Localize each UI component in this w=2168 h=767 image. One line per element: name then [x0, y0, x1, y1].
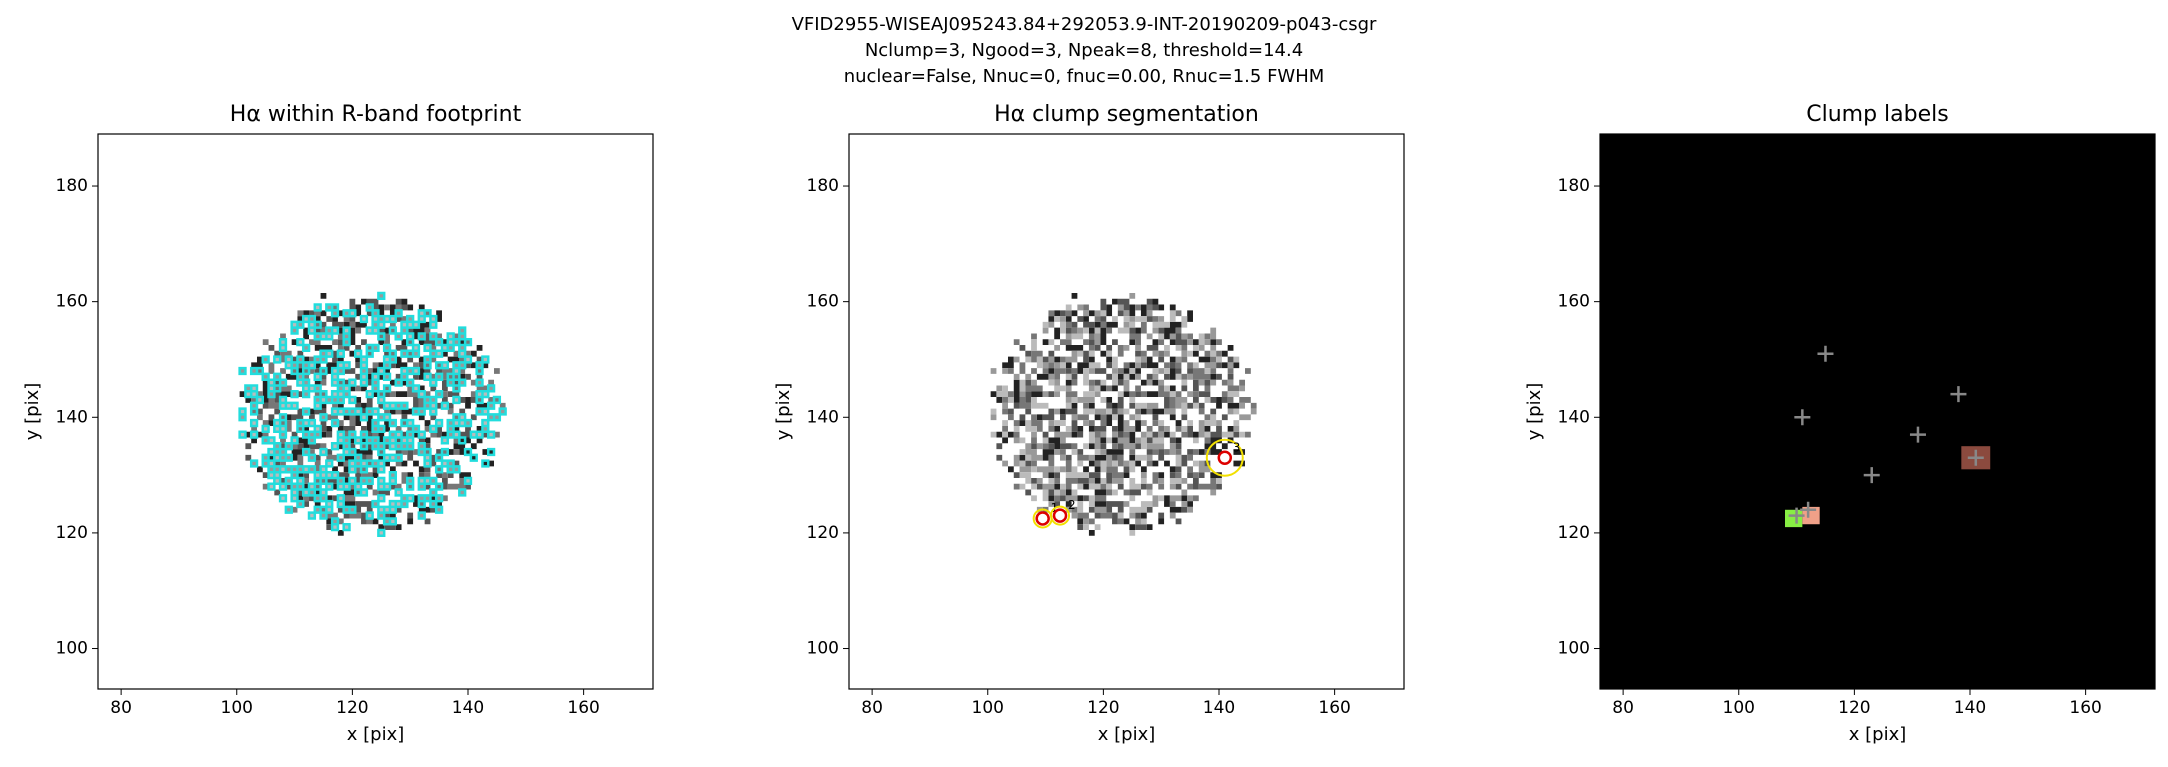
x-tick-label: 120: [336, 698, 368, 718]
y-axis-label: y [pix]: [22, 383, 43, 441]
y-tick-label: 100: [56, 639, 88, 659]
peak-marker: [1863, 467, 1880, 484]
clump-contour: [1205, 438, 1244, 477]
y-tick-label: 120: [56, 523, 88, 543]
figure-subtitle: Nclump=3, Ngood=3, Npeak=8, threshold=14…: [865, 40, 1303, 61]
x-tick-label: 160: [567, 698, 599, 718]
x-tick-label: 100: [972, 698, 1004, 718]
x-tick-label: 100: [221, 698, 253, 718]
x-axis-label: x [pix]: [1849, 724, 1907, 745]
x-tick-label: 160: [2069, 698, 2101, 718]
panel-title: Hα clump segmentation: [994, 102, 1259, 127]
panel-title: Hα within R-band footprint: [230, 102, 522, 127]
peak-marker: [1967, 449, 1984, 466]
clump-label: 2: [1068, 498, 1076, 512]
x-tick-label: 100: [1723, 698, 1755, 718]
y-tick-label: 100: [807, 639, 839, 659]
panel: Hα within R-band footprint 80 100 120 140 160…: [22, 102, 654, 745]
x-axis-label: x [pix]: [1098, 724, 1156, 745]
x-tick-label: 120: [1087, 698, 1119, 718]
clump-label: 3: [1233, 440, 1241, 454]
x-tick-label: 80: [110, 698, 132, 718]
clump-region: [1802, 506, 1820, 525]
y-tick-label: 140: [1558, 407, 1590, 427]
clump-center: [1035, 511, 1050, 526]
y-axis-label: y [pix]: [1524, 383, 1545, 441]
peak-marker: [1817, 345, 1834, 362]
footprint-contour: [238, 291, 507, 538]
plot-frame: [1599, 133, 2156, 690]
figure-subtitle: nuclear=False, Nnuc=0, fnuc=0.00, Rnuc=1…: [844, 66, 1325, 87]
y-tick-label: 100: [1558, 639, 1590, 659]
y-tick-label: 160: [56, 292, 88, 312]
peak-marker: [1788, 507, 1805, 524]
y-tick-label: 120: [1558, 523, 1590, 543]
figure-title: VFID2955-WISEAJ095243.84+292053.9-INT-20…: [792, 14, 1377, 35]
clump-center: [1052, 508, 1068, 523]
x-tick-label: 140: [1203, 698, 1235, 718]
clump-contour: [1050, 505, 1071, 526]
y-tick-label: 180: [807, 176, 839, 196]
x-tick-label: 80: [861, 698, 883, 718]
x-tick-label: 160: [1318, 698, 1350, 718]
y-tick-label: 120: [807, 523, 839, 543]
peak-marker: [1909, 426, 1926, 443]
x-tick-label: 120: [1838, 698, 1870, 718]
plot-frame: [848, 133, 1405, 690]
peak-marker: [1800, 501, 1817, 518]
y-tick-label: 160: [807, 292, 839, 312]
image-pixels: [990, 304, 1246, 536]
peak-marker: [1794, 409, 1811, 426]
y-tick-label: 180: [1558, 176, 1590, 196]
x-tick-label: 80: [1612, 698, 1634, 718]
plot-background: [1600, 134, 2155, 689]
plot-frame: [97, 133, 654, 690]
panel: Clump labels 80 100 120 140 160 100 120 140 160 18…: [1524, 102, 2156, 745]
y-tick-label: 140: [807, 407, 839, 427]
peak-marker: [1950, 386, 1967, 403]
x-axis-label: x [pix]: [347, 724, 405, 745]
clump-region: [1785, 509, 1803, 528]
x-tick-label: 140: [452, 698, 484, 718]
x-tick-label: 140: [1954, 698, 1986, 718]
y-tick-label: 160: [1558, 292, 1590, 312]
y-axis-label: y [pix]: [773, 383, 794, 441]
y-tick-label: 180: [56, 176, 88, 196]
y-tick-label: 140: [56, 407, 88, 427]
panel-title: Clump labels: [1806, 102, 1948, 127]
clump-center: [1217, 450, 1233, 465]
